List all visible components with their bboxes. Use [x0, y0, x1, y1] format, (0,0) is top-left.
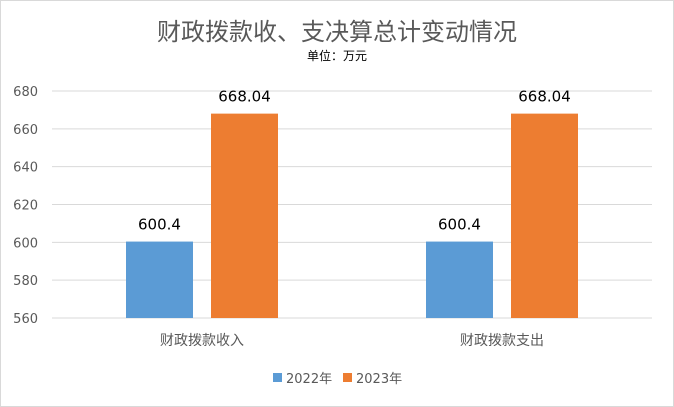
bar — [211, 113, 278, 319]
chart-title: 财政拨款收、支决算总计变动情况 — [157, 18, 517, 46]
y-tick-label: 680 — [13, 85, 38, 100]
y-tick-label: 600 — [13, 236, 38, 251]
data-label: 600.4 — [438, 216, 481, 234]
bar — [426, 241, 493, 318]
legend-swatch — [343, 373, 352, 382]
legend-swatch — [273, 373, 282, 382]
y-tick-label: 640 — [13, 161, 38, 176]
legend-label: 2023年 — [356, 372, 402, 387]
data-label: 600.4 — [138, 216, 181, 234]
bar — [511, 113, 578, 319]
x-tick-label: 财政拨款支出 — [460, 333, 544, 349]
y-tick-label: 580 — [13, 274, 38, 289]
chart-subtitle: 单位：万元 — [306, 49, 367, 63]
y-tick-label: 620 — [13, 199, 38, 214]
bar — [126, 241, 193, 318]
y-tick-label: 560 — [13, 312, 38, 327]
data-label: 668.04 — [218, 88, 271, 106]
legend-label: 2022年 — [286, 372, 332, 387]
x-tick-label: 财政拨款收入 — [160, 333, 244, 349]
data-label: 668.04 — [518, 88, 571, 106]
y-tick-label: 660 — [13, 123, 38, 138]
